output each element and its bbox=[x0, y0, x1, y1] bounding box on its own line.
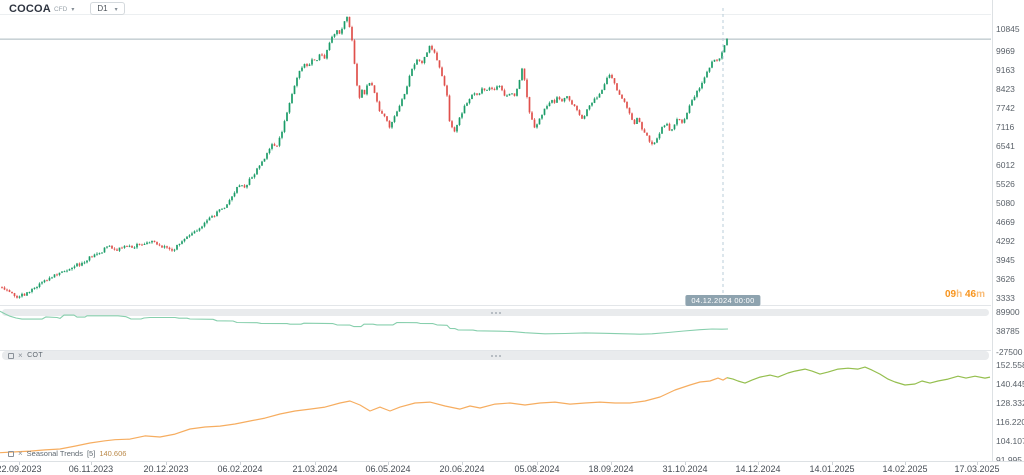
seasonal-title: Seasonal Trends bbox=[26, 449, 83, 458]
axis-price-label: 128.332 bbox=[996, 397, 1024, 408]
cot-panel-bar[interactable] bbox=[2, 351, 989, 360]
axis-time-tick bbox=[315, 462, 316, 465]
axis-time-tick bbox=[91, 462, 92, 465]
axis-date-label: 21.03.2024 bbox=[292, 464, 338, 474]
time-axis[interactable]: 22.09.2023 06.11.2023 20.12.2023 06.02.2024… bbox=[0, 461, 1024, 475]
axis-price-label: 6541 bbox=[996, 140, 1015, 151]
axis-date-label: 18.09.2024 bbox=[588, 464, 634, 474]
symbol-name[interactable]: COCOA bbox=[9, 2, 51, 15]
panel-restore-icon[interactable] bbox=[8, 352, 14, 359]
axis-price-label: 116.220 bbox=[996, 416, 1024, 427]
axis-time-tick bbox=[905, 462, 906, 465]
axis-time-tick bbox=[977, 462, 978, 465]
axis-price-label: 7742 bbox=[996, 102, 1015, 113]
axis-date-label: 31.10.2024 bbox=[662, 464, 708, 474]
axis-price-label: 140.445 bbox=[996, 378, 1024, 389]
timeframe-caret-icon: ▾ bbox=[114, 6, 118, 13]
axis-price-label: 4669 bbox=[996, 216, 1015, 227]
panel-close-icon[interactable]: × bbox=[18, 448, 23, 458]
cot-panel-legend: × COT bbox=[8, 351, 43, 360]
axis-price-label: 89900 bbox=[996, 306, 1020, 317]
axis-date-label: 05.08.2024 bbox=[514, 464, 560, 474]
axis-date-label: 06.02.2024 bbox=[217, 464, 263, 474]
axis-time-tick bbox=[685, 462, 686, 465]
axis-price-label: 5080 bbox=[996, 197, 1015, 208]
axis-date-label: 14.02.2025 bbox=[882, 464, 928, 474]
axis-price-label: 4292 bbox=[996, 235, 1015, 246]
axis-price-label: 9163 bbox=[996, 64, 1015, 75]
axis-time-tick bbox=[758, 462, 759, 465]
price-axis[interactable]: 10331 1084599699163842377427116654160125… bbox=[992, 0, 1024, 465]
axis-time-tick bbox=[166, 462, 167, 465]
axis-time-tick bbox=[388, 462, 389, 465]
axis-price-label: 8423 bbox=[996, 83, 1015, 94]
market-type-label: CFD bbox=[53, 6, 68, 13]
axis-price-label: 9969 bbox=[996, 45, 1015, 56]
axis-price-label: 5526 bbox=[996, 178, 1015, 189]
axis-time-tick bbox=[832, 462, 833, 465]
axis-time-tick bbox=[611, 462, 612, 465]
seasonal-panel-legend: × Seasonal Trends [5] 140.606 bbox=[8, 449, 126, 458]
axis-date-label: 14.12.2024 bbox=[735, 464, 781, 474]
price-pane-top-border bbox=[0, 14, 991, 15]
panel-close-icon[interactable]: × bbox=[18, 350, 24, 360]
axis-date-label: 20.06.2024 bbox=[439, 464, 485, 474]
pane-separator-1[interactable] bbox=[0, 305, 991, 306]
seasonal-param: [5] bbox=[86, 449, 96, 458]
axis-date-label: 06.05.2024 bbox=[365, 464, 411, 474]
crosshair-date-tag: 04.12.2024 00:00 bbox=[685, 295, 761, 306]
panel-restore-icon[interactable] bbox=[8, 450, 14, 457]
axis-price-label: 91.995 bbox=[996, 454, 1022, 465]
axis-price-label: 10845 bbox=[996, 23, 1020, 34]
axis-date-label: 20.12.2023 bbox=[143, 464, 189, 474]
collapsed-panel-bar[interactable] bbox=[2, 309, 989, 316]
symbol-dropdown-caret-icon[interactable]: ▾ bbox=[71, 6, 75, 13]
axis-time-tick bbox=[462, 462, 463, 465]
axis-price-label: 3333 bbox=[996, 292, 1015, 303]
axis-price-label: 3626 bbox=[996, 273, 1015, 284]
axis-price-label: 152.558 bbox=[996, 359, 1024, 370]
drag-handle-icon[interactable] bbox=[494, 354, 497, 357]
seasonal-current-value: 140.606 bbox=[99, 449, 127, 458]
drag-handle-icon[interactable] bbox=[494, 311, 497, 314]
axis-date-label: 17.03.2025 bbox=[954, 464, 1000, 474]
axis-time-tick bbox=[537, 462, 538, 465]
axis-price-label: 104.107 bbox=[996, 435, 1024, 446]
candle-close-countdown: 09h 46m bbox=[944, 289, 985, 300]
axis-time-tick bbox=[19, 462, 20, 465]
axis-date-label: 14.01.2025 bbox=[809, 464, 855, 474]
axis-price-label: -27500 bbox=[996, 346, 1023, 357]
axis-time-tick bbox=[240, 462, 241, 465]
axis-price-label: 38785 bbox=[996, 325, 1020, 336]
axis-price-label: 7116 bbox=[996, 121, 1015, 132]
axis-date-label: 22.09.2023 bbox=[0, 464, 42, 474]
axis-price-label: 3945 bbox=[996, 254, 1015, 265]
axis-price-label: 6012 bbox=[996, 159, 1015, 170]
axis-date-label: 06.11.2023 bbox=[68, 464, 114, 474]
timeframe-select[interactable]: D1 ▾ bbox=[90, 2, 125, 15]
pane-separator-2[interactable] bbox=[0, 350, 991, 351]
timeframe-value: D1 bbox=[97, 4, 108, 13]
symbol-header: COCOA CFD ▾ D1 ▾ bbox=[9, 2, 125, 15]
cot-panel-title: COT bbox=[27, 352, 44, 359]
